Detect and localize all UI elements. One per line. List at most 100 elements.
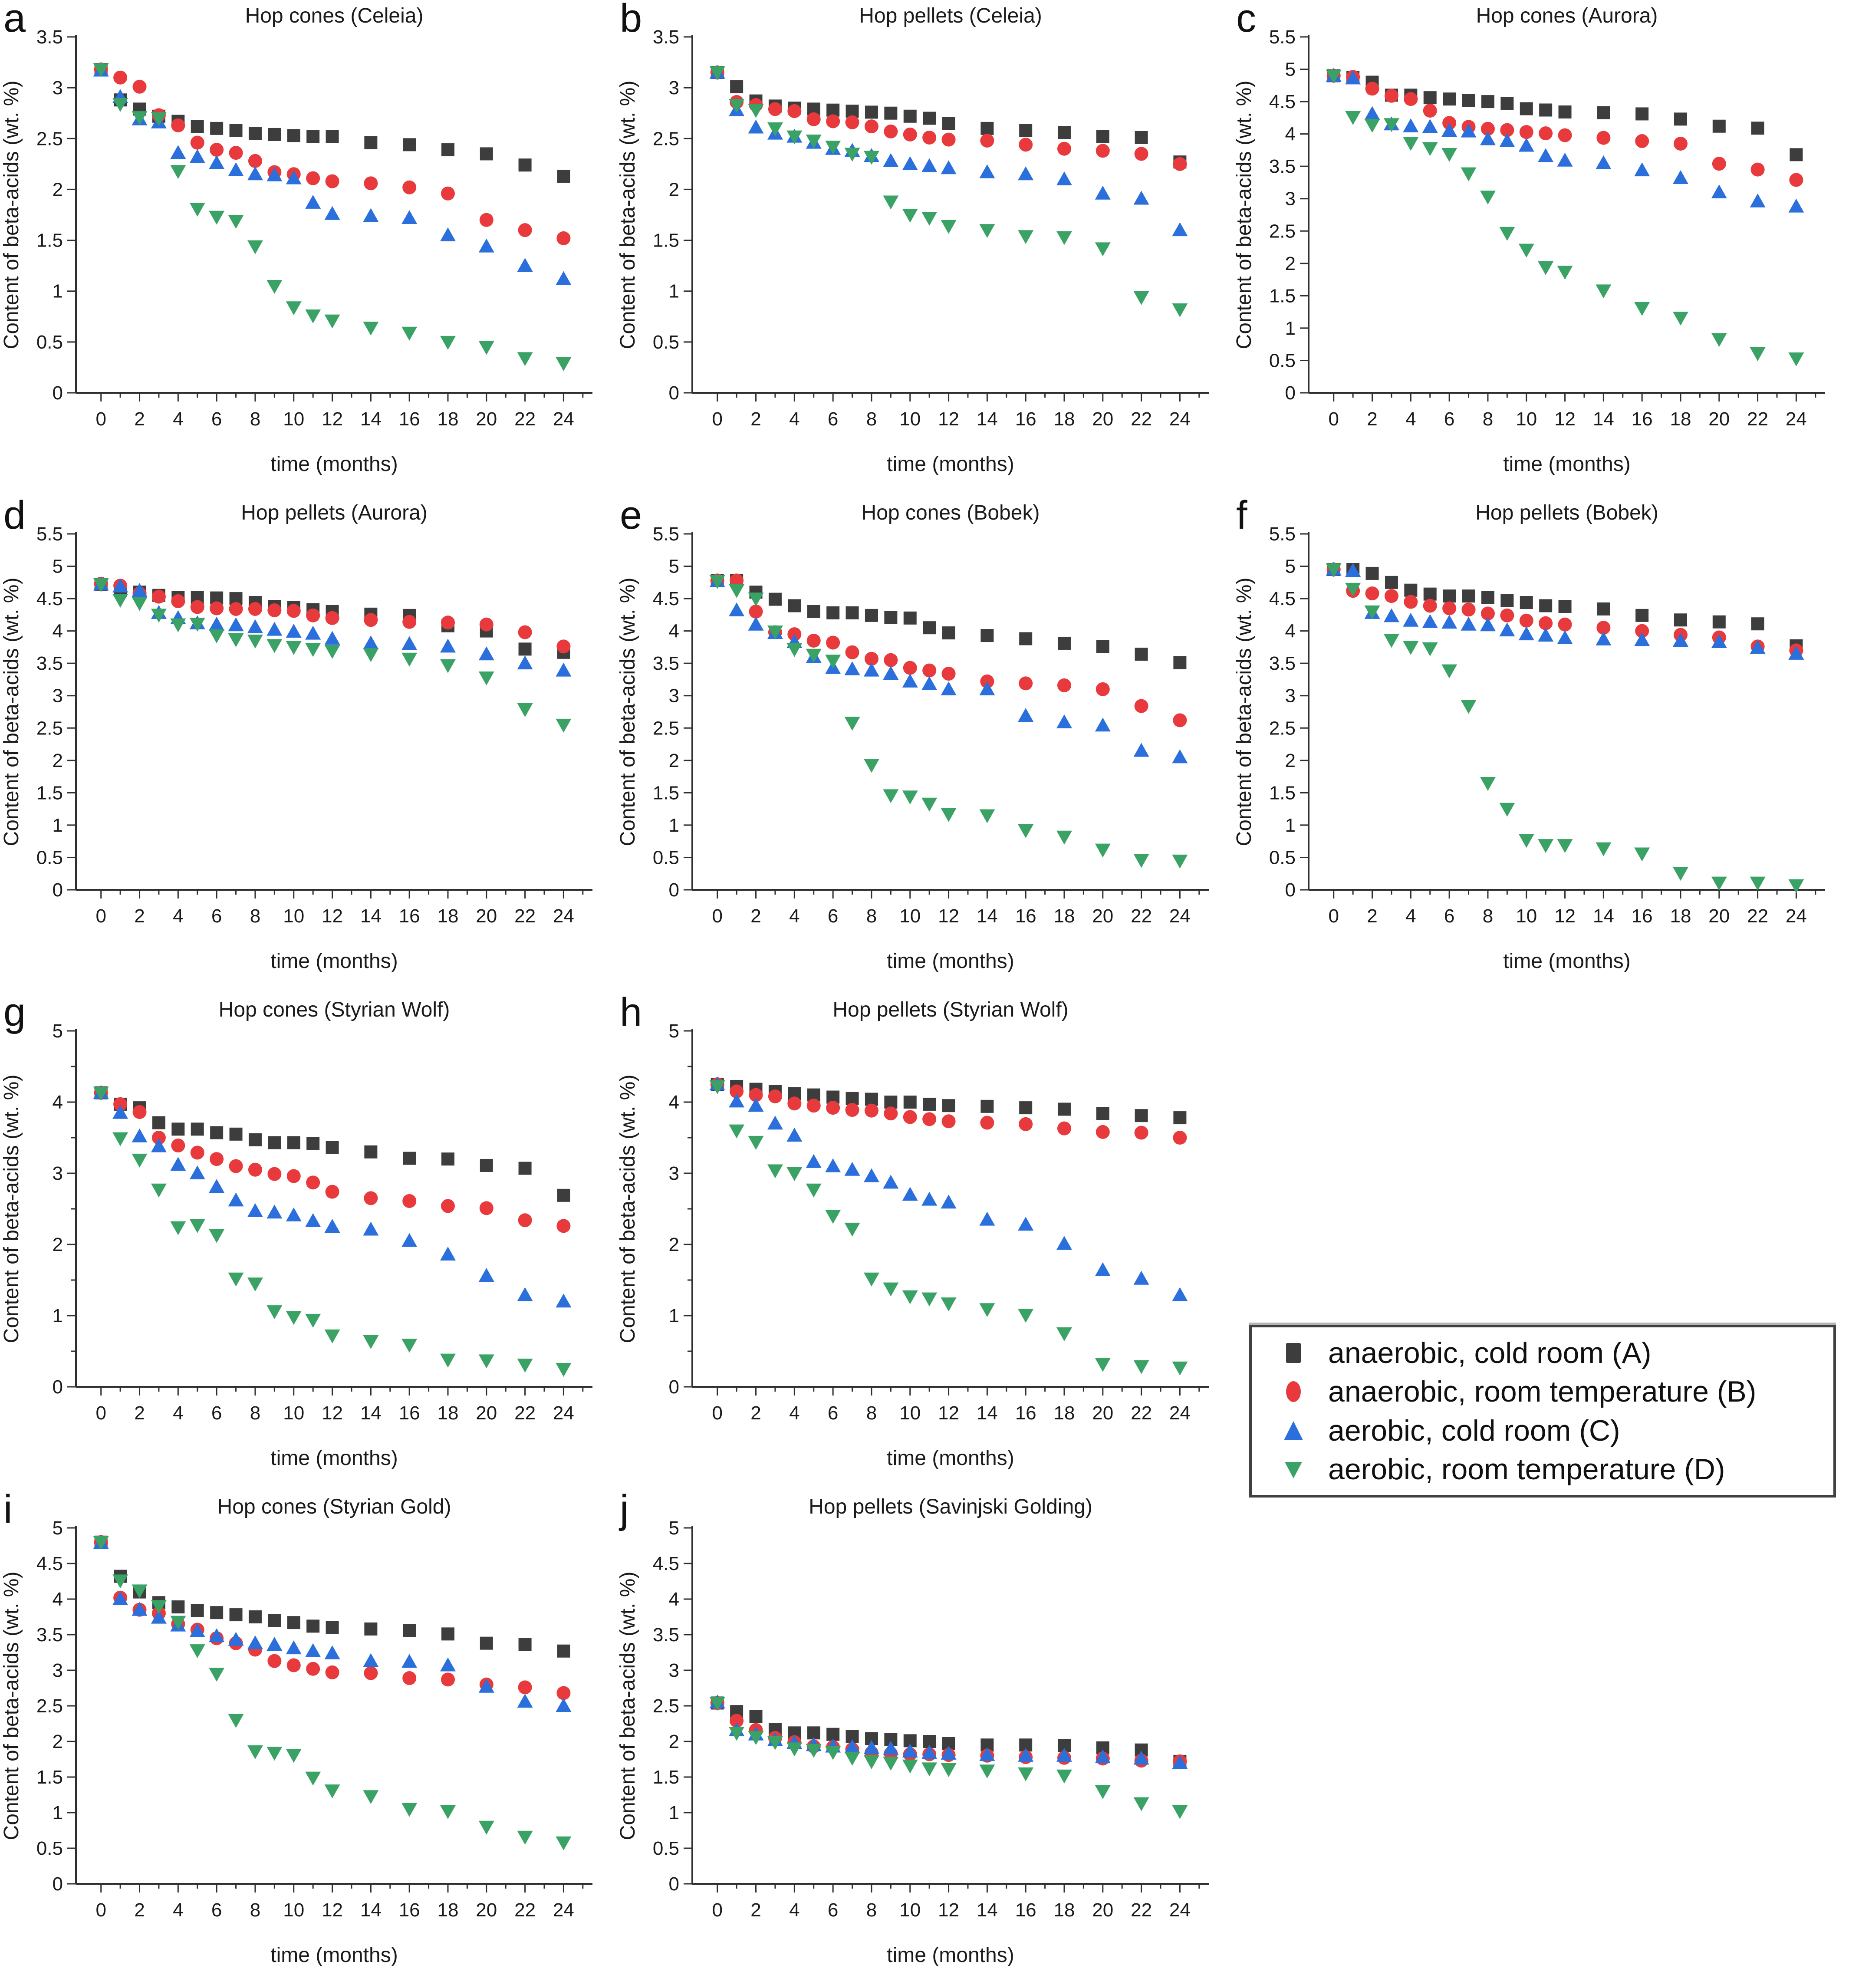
x-tick-label: 2 <box>134 408 145 430</box>
point-D-month-14 <box>363 1790 379 1804</box>
point-A-month-14 <box>364 1145 378 1159</box>
series-D <box>709 1080 1188 1376</box>
x-tick-label: 18 <box>438 1899 459 1921</box>
point-C-month-18 <box>440 639 456 653</box>
series-B <box>710 66 1187 171</box>
point-B-month-8 <box>1481 606 1495 621</box>
point-D-month-10 <box>902 790 918 805</box>
y-axis-label: Content of beta-acids (wt. %) <box>616 578 639 846</box>
y-axis-label: Content of beta-acids (wt. %) <box>1233 578 1256 846</box>
panel-letter-d: d <box>3 493 26 537</box>
y-tick-label: 4 <box>669 621 679 642</box>
point-B-month-4 <box>787 1096 802 1111</box>
point-D-month-2 <box>748 1731 764 1745</box>
point-D-month-5 <box>806 648 822 663</box>
point-A-month-4 <box>1404 583 1418 597</box>
tick-labels: 0 2 4 6 8 10 12 14 16 18 20 22 2400.511.522.533.544.… <box>36 1517 574 1921</box>
x-tick-label: 18 <box>1670 408 1691 430</box>
chart-panel-c: c 0 2 4 6 8 10 12 14 16 18 20 22 24 0 0.5 1 1.5 2 2.5 3 3.5 4 4… <box>1233 0 1849 497</box>
y-tick-label: 1 <box>669 281 679 302</box>
point-C-month-9 <box>266 1205 283 1219</box>
point-A-month-7 <box>229 1127 243 1141</box>
point-D-month-4 <box>786 1167 803 1181</box>
point-C-month-12 <box>941 681 957 695</box>
point-B-month-16 <box>402 1194 417 1208</box>
x-tick-label: 10 <box>283 905 304 927</box>
point-D-month-18 <box>1672 312 1688 326</box>
y-tick-label: 3 <box>53 1163 63 1184</box>
point-A-month-16 <box>1019 124 1033 137</box>
point-B-month-14 <box>980 1116 994 1130</box>
point-D-month-22 <box>1750 347 1766 362</box>
point-A-month-20 <box>1096 640 1109 653</box>
point-C-month-12 <box>1557 152 1573 167</box>
point-C-month-9 <box>1499 133 1515 148</box>
legend-item-anaerobic-room: anaerobic, room temperature (B) <box>1278 1375 1829 1409</box>
legend: anaerobic, cold room (A) anaerobic, room… <box>1249 1325 1836 1498</box>
y-tick-label: 3.5 <box>653 1624 679 1646</box>
point-B-month-3 <box>768 102 782 116</box>
y-tick-label: 2.5 <box>653 128 679 149</box>
x-tick-label: 4 <box>173 905 183 927</box>
point-B-month-8 <box>248 602 262 616</box>
x-tick-label: 22 <box>1131 408 1152 430</box>
x-tick-label: 12 <box>322 905 343 927</box>
legend-item-aerobic-room: aerobic, room temperature (D) <box>1278 1452 1829 1486</box>
x-tick-label: 20 <box>1708 905 1730 927</box>
point-B-month-16 <box>1019 1117 1033 1131</box>
x-tick-label: 6 <box>1444 408 1454 430</box>
point-C-month-14 <box>979 164 995 178</box>
point-B-month-12 <box>1558 617 1572 632</box>
point-D-month-9 <box>883 195 899 210</box>
point-A-month-10 <box>1520 102 1533 115</box>
point-C-month-9 <box>883 1741 899 1755</box>
point-A-month-22 <box>1135 648 1148 661</box>
x-tick-label: 18 <box>1054 1899 1075 1921</box>
point-D-month-22 <box>1750 876 1766 891</box>
x-tick-label: 4 <box>789 1899 799 1921</box>
y-tick-label: 3.5 <box>36 1624 63 1646</box>
point-B-month-2 <box>132 1105 147 1119</box>
y-tick-label: 2.5 <box>36 1695 63 1717</box>
point-A-month-11 <box>306 130 320 143</box>
point-A-month-9 <box>268 1136 281 1149</box>
point-A-month-22 <box>1135 131 1148 144</box>
point-A-month-22 <box>1135 1109 1148 1122</box>
point-C-month-2 <box>132 583 148 597</box>
point-C-month-6 <box>209 616 225 631</box>
point-C-month-4 <box>170 145 186 159</box>
x-tick-label: 6 <box>211 1899 222 1921</box>
point-D-month-6 <box>825 655 841 669</box>
point-D-month-2 <box>132 597 148 611</box>
point-B-month-4 <box>171 1139 185 1153</box>
point-C-month-24 <box>1172 1755 1188 1769</box>
point-C-month-18 <box>440 1657 456 1672</box>
x-axis-label: time (months) <box>887 1447 1014 1470</box>
x-axis-label: time (months) <box>887 950 1014 973</box>
y-tick-label: 5.5 <box>1269 26 1296 48</box>
chart-title: Hop pellets (Styrian Wolf) <box>832 998 1068 1021</box>
y-tick-label: 1.5 <box>653 230 679 251</box>
point-A-month-18 <box>1057 1103 1071 1116</box>
y-tick-label: 2 <box>1285 750 1296 771</box>
point-B-month-20 <box>1712 157 1726 171</box>
point-D-month-4 <box>170 1616 186 1630</box>
x-tick-label: 0 <box>1328 408 1339 430</box>
point-A-month-10 <box>1520 596 1533 609</box>
x-tick-label: 0 <box>95 1899 106 1921</box>
series-C <box>1326 68 1804 213</box>
point-A-month-22 <box>1751 122 1764 135</box>
point-C-month-2 <box>748 119 764 134</box>
point-C-month-11 <box>305 1213 321 1227</box>
y-tick-label: 3 <box>53 77 63 99</box>
y-tick-label: 5 <box>669 1020 679 1042</box>
point-B-month-10 <box>903 1110 917 1124</box>
point-D-month-18 <box>440 336 456 350</box>
point-B-month-5 <box>190 1145 204 1160</box>
point-C-month-12 <box>941 1745 957 1760</box>
point-B-month-8 <box>864 119 878 134</box>
point-C-month-6 <box>1441 615 1457 629</box>
point-D-month-20 <box>1095 1358 1111 1372</box>
point-B-month-18 <box>1057 1121 1071 1136</box>
y-tick-label: 3 <box>53 1660 63 1681</box>
